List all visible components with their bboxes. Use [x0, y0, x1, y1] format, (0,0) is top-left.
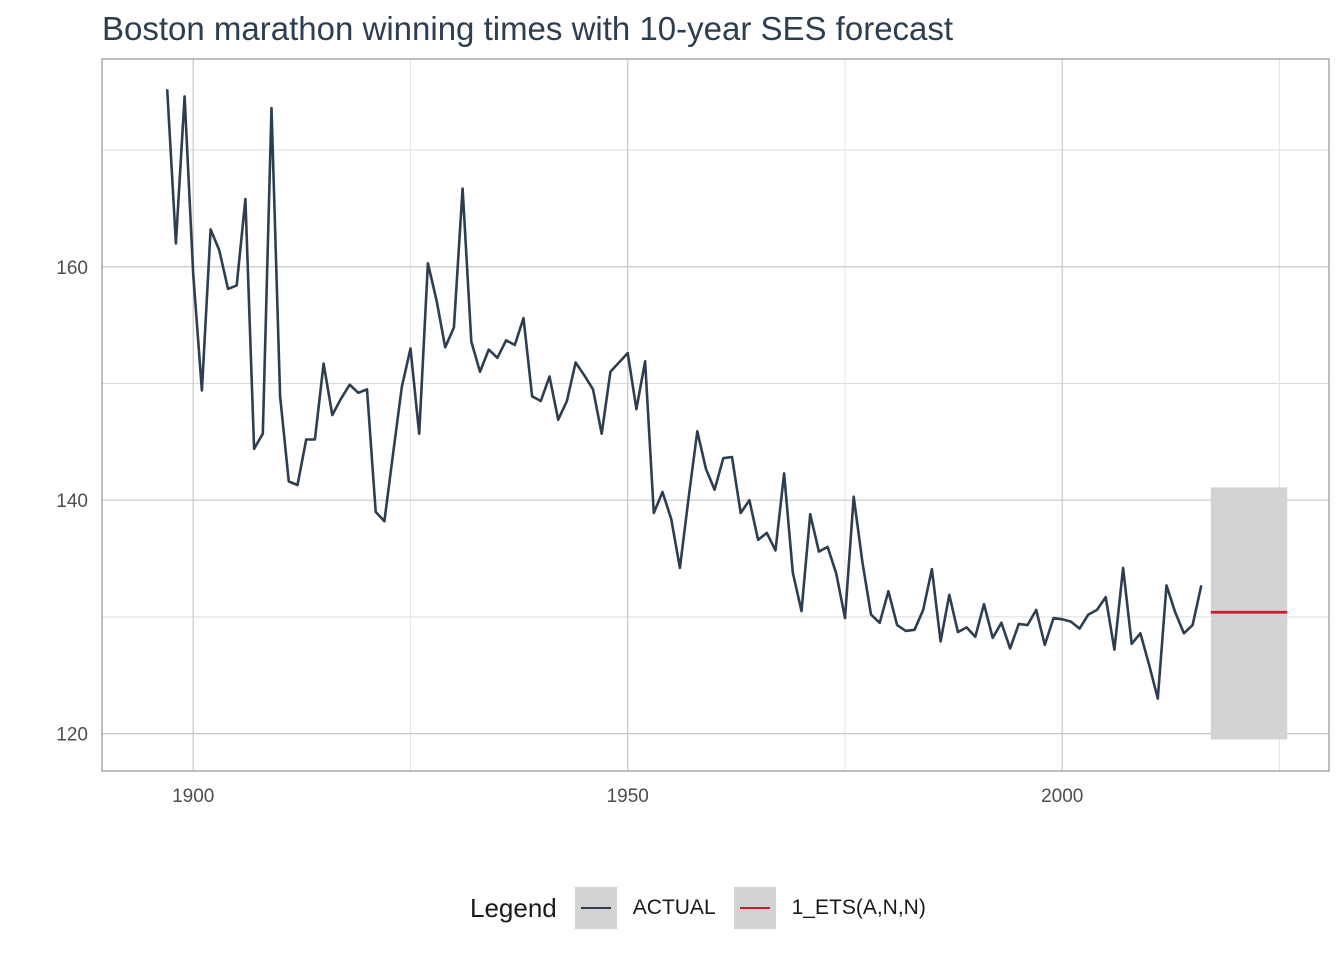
legend-label-ets: 1_ETS(A,N,N) [791, 896, 926, 919]
plot-panel-border [101, 58, 1330, 772]
legend: Legend ACTUAL 1_ETS(A,N,N) [470, 886, 944, 930]
x-tick-label: 2000 [1041, 786, 1083, 807]
x-tick-label: 1900 [172, 786, 214, 807]
series-layer [165, 89, 1288, 700]
legend-key-ets-line [739, 907, 770, 909]
grid-layer [102, 59, 1329, 771]
y-tick-label: 160 [56, 258, 88, 279]
y-tick-label: 120 [56, 725, 88, 746]
axis-label-layer: 120 140 160 1900 1950 2000 [56, 258, 1083, 807]
y-tick-label: 140 [56, 491, 88, 512]
legend-title: Legend [470, 892, 557, 923]
legend-key-actual [574, 887, 617, 929]
x-tick-label: 1950 [607, 786, 649, 807]
legend-label-actual: ACTUAL [632, 896, 716, 919]
chart-title: Boston marathon winning times with 10-ye… [102, 10, 954, 47]
actual-series-line [165, 89, 1203, 700]
legend-key-actual-line [580, 907, 611, 909]
legend-key-ets [733, 887, 776, 929]
